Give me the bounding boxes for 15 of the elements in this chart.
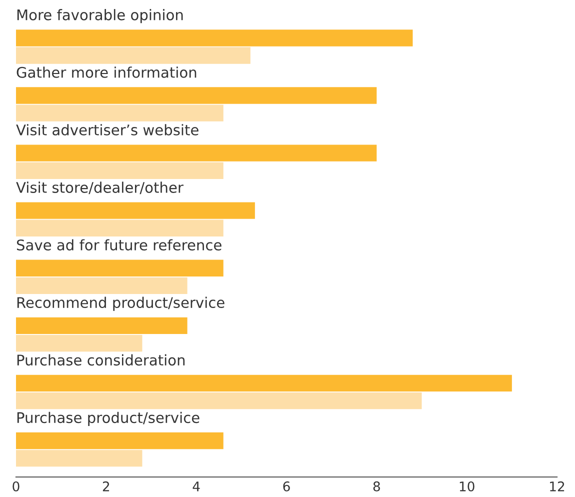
x-tick-label: 8 [373,481,380,492]
y-tick-label: Purchase consideration [17,354,185,366]
y-tick-label: Visit store/dealer/other [16,182,184,194]
y-tick-label: Recommend product/service [17,296,224,311]
y-tick-label: Visit advertiser’s website [16,124,198,136]
y-tick-label: More favorable opinion [17,9,183,24]
x-tick-label: 12 [550,481,564,492]
y-tick-label: Gather more information [16,66,196,78]
x-tick-label: 0 [12,481,20,492]
x-tick-label: 10 [460,481,474,492]
y-tick-label: Purchase product/service [17,412,200,426]
y-tick-label: Save ad for future reference [16,239,222,250]
x-tick-label: 6 [283,481,290,492]
x-tick-label: 4 [192,482,200,492]
x-tick-label: 2 [102,481,110,492]
